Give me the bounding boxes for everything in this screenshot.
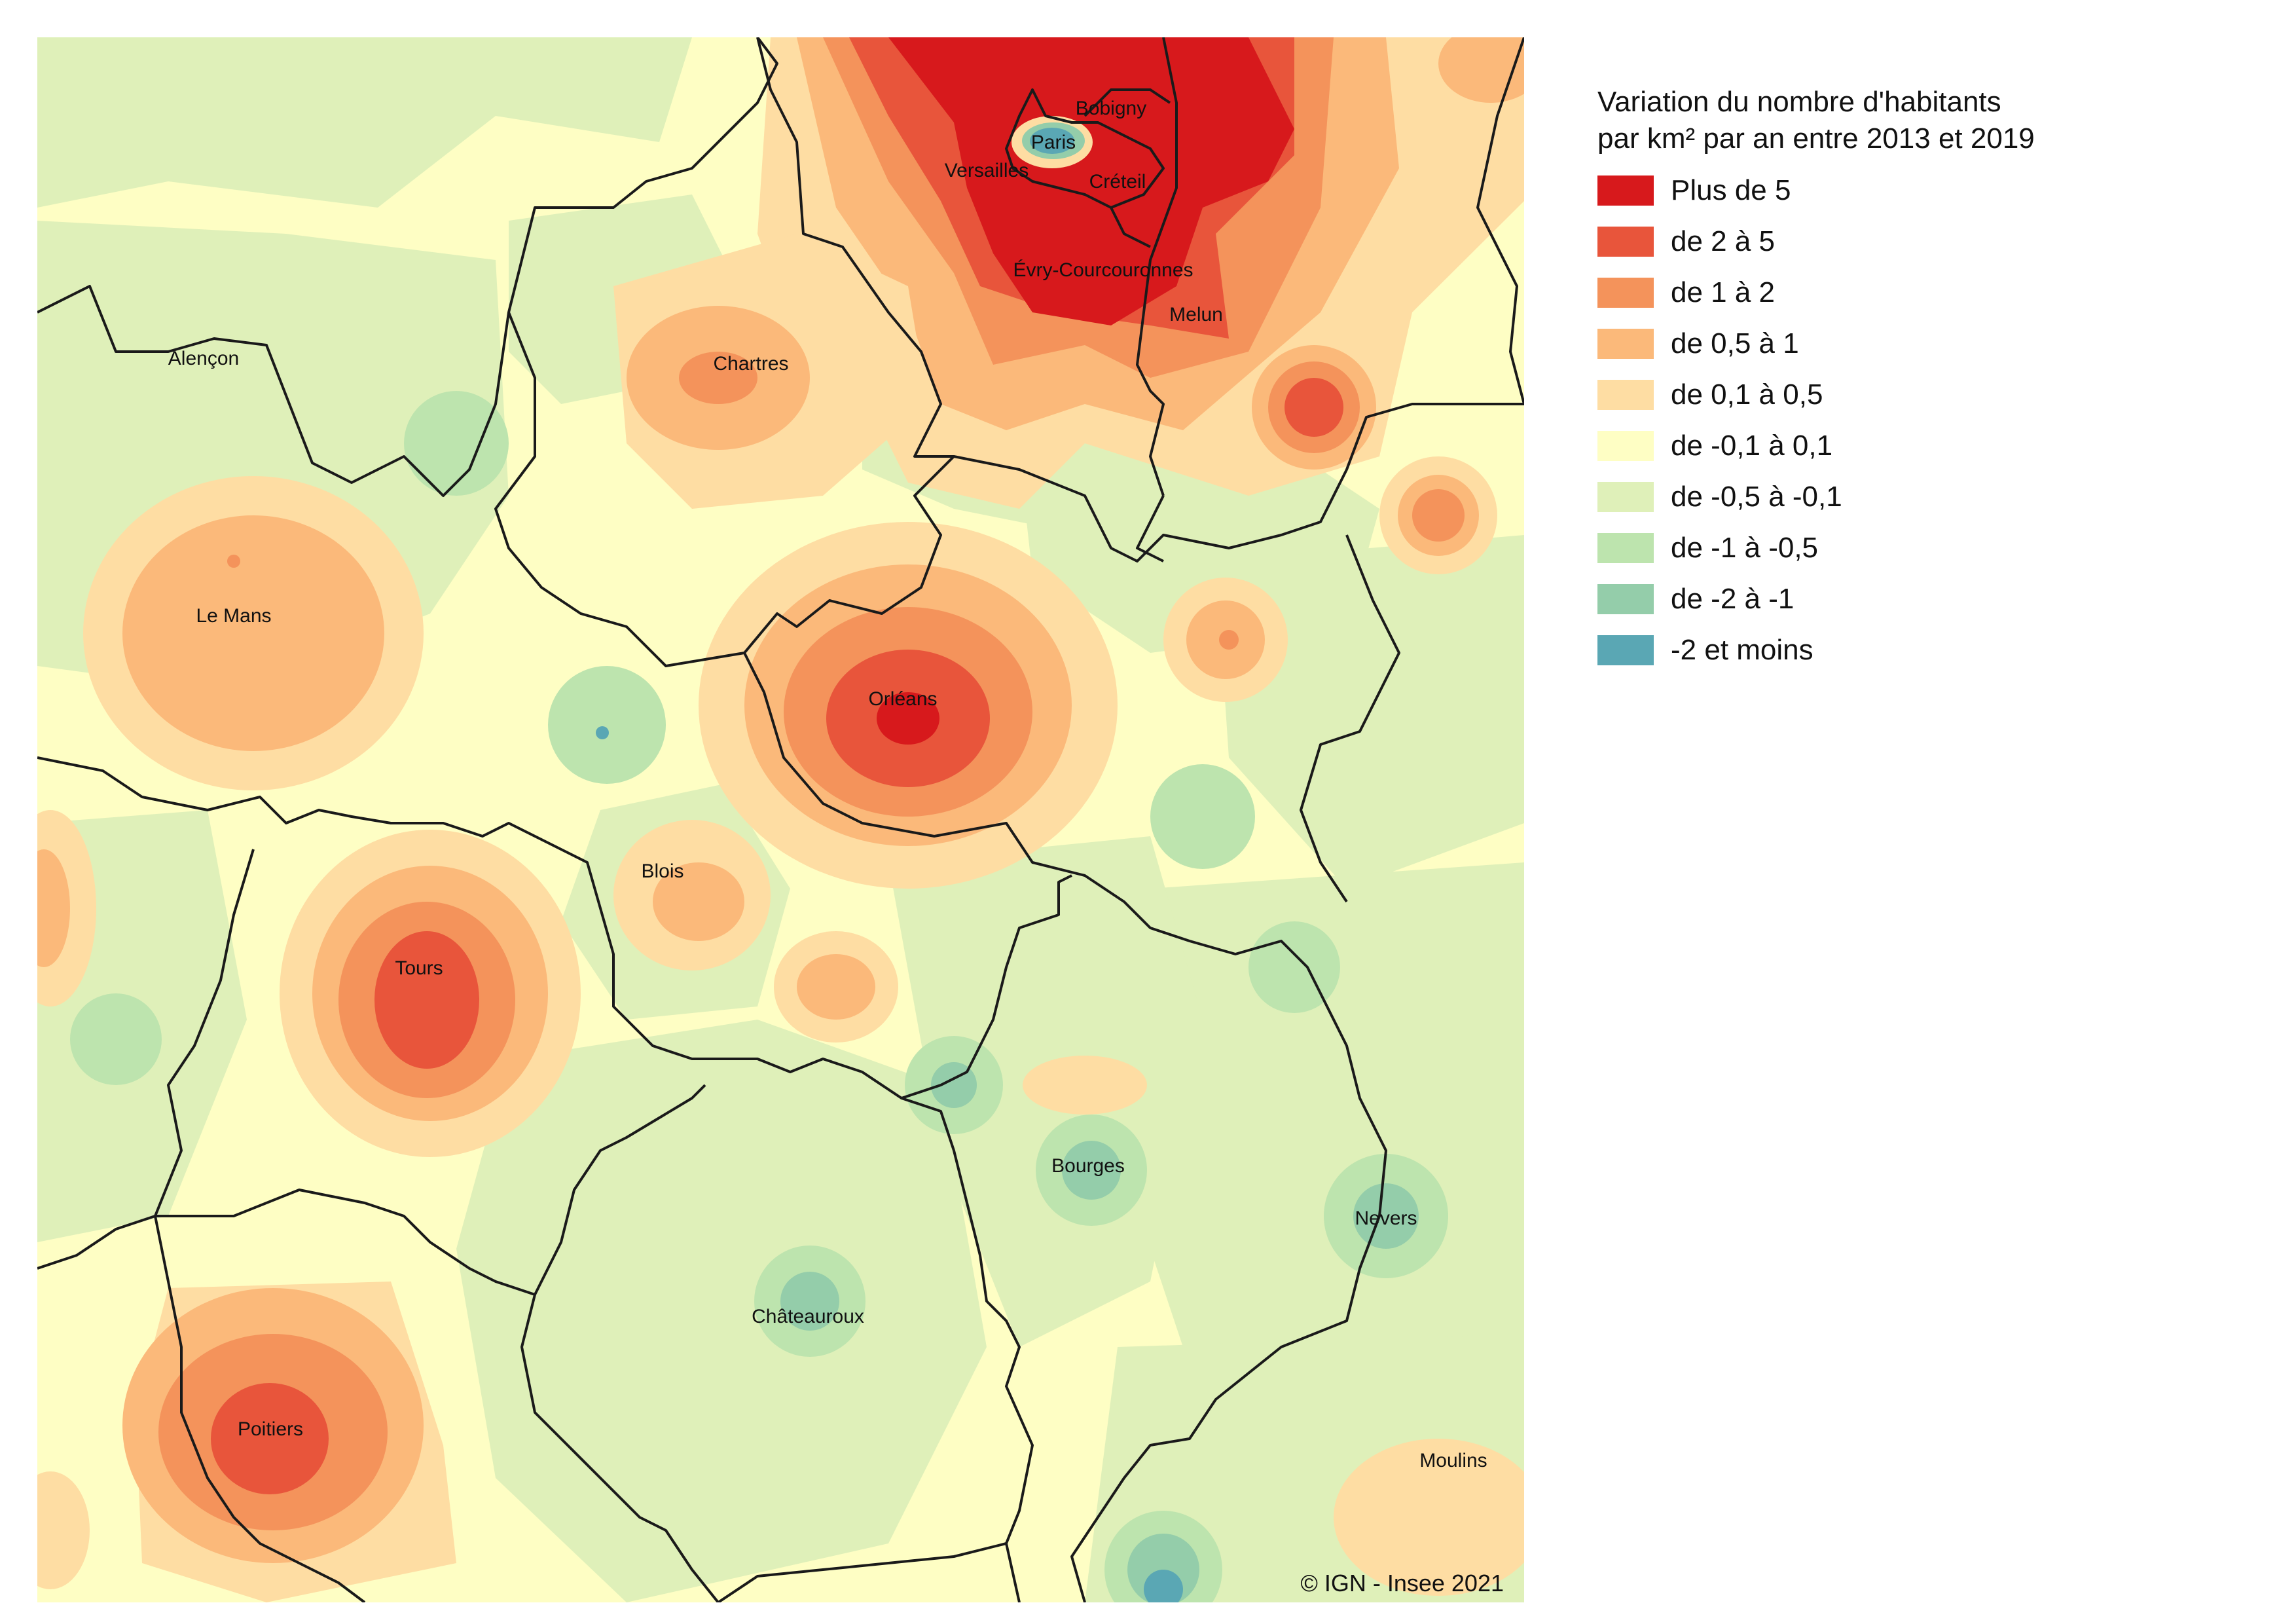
legend-swatch — [1597, 175, 1654, 206]
legend-item: de -1 à -0,5 — [1597, 523, 2252, 574]
legend-item: de 0,1 à 0,5 — [1597, 369, 2252, 420]
zones-paris-hotspot — [757, 37, 1524, 574]
zones-east-hotspot — [1163, 578, 1288, 702]
city-label-chartres: Chartres — [713, 353, 788, 375]
legend-title: Variation du nombre d'habitants par km² … — [1597, 84, 2252, 157]
legend-label: de -0,1 à 0,1 — [1671, 430, 1833, 462]
city-label-chateauroux: Châteauroux — [752, 1306, 864, 1327]
zones-blois — [613, 820, 1147, 1115]
zones-chartres — [613, 234, 928, 509]
zones-poitiers — [122, 1282, 456, 1602]
city-label-creteil: Créteil — [1089, 171, 1146, 193]
legend-item: de -0,5 à -0,1 — [1597, 471, 2252, 523]
legend-title-line-1: Variation du nombre d'habitants — [1597, 86, 2001, 118]
legend-label: de -2 à -1 — [1671, 583, 1795, 615]
city-labels: Paris Bobigny Versailles Créteil Évry-Co… — [168, 98, 1487, 1471]
city-label-moulins: Moulins — [1419, 1450, 1487, 1471]
city-label-melun: Melun — [1169, 304, 1223, 325]
legend-swatch — [1597, 635, 1654, 665]
zones-orleans — [699, 522, 1118, 889]
zones-blue — [596, 726, 1183, 1602]
legend-swatch — [1597, 278, 1654, 308]
city-label-paris: Paris — [1031, 132, 1076, 153]
legend-swatch — [1597, 431, 1654, 461]
legend-item: de 2 à 5 — [1597, 216, 2252, 267]
legend-label: de 2 à 5 — [1671, 225, 1776, 257]
city-label-evry: Évry-Courcouronnes — [1013, 259, 1193, 281]
city-label-tours: Tours — [395, 957, 443, 979]
city-label-bobigny: Bobigny — [1076, 98, 1146, 119]
legend-swatch — [1597, 329, 1654, 359]
legend-label: de 1 à 2 — [1671, 276, 1776, 308]
map-legend: Variation du nombre d'habitants par km² … — [1597, 84, 2252, 676]
legend-swatch — [1597, 482, 1654, 512]
map-canvas: Paris Bobigny Versailles Créteil Évry-Co… — [37, 37, 1524, 1602]
zones-tours — [280, 830, 581, 1157]
legend-item: de 1 à 2 — [1597, 267, 2252, 318]
zones-le-mans — [83, 476, 424, 790]
density-change-map[interactable]: Paris Bobigny Versailles Créteil Évry-Co… — [37, 37, 1524, 1602]
legend-swatch — [1597, 533, 1654, 563]
legend-item: de 0,5 à 1 — [1597, 318, 2252, 369]
city-label-versailles: Versailles — [945, 160, 1029, 181]
legend-label: de 0,5 à 1 — [1671, 327, 1799, 360]
city-label-le-mans: Le Mans — [196, 605, 271, 627]
legend-item: de -0,1 à 0,1 — [1597, 420, 2252, 471]
department-boundaries — [37, 37, 1524, 1602]
city-label-bourges: Bourges — [1051, 1155, 1125, 1177]
legend-label: -2 et moins — [1671, 634, 1813, 666]
legend-item: -2 et moins — [1597, 625, 2252, 676]
city-label-blois: Blois — [641, 860, 683, 882]
legend-swatch — [1597, 584, 1654, 614]
legend-items: Plus de 5 de 2 à 5 de 1 à 2 de 0,5 à 1 de 0,… — [1597, 165, 2252, 676]
city-label-poitiers: Poitiers — [238, 1418, 303, 1440]
legend-title-line-2: par km² par an entre 2013 et 2019 — [1597, 122, 2035, 155]
legend-item: de -2 à -1 — [1597, 574, 2252, 625]
legend-label: Plus de 5 — [1671, 174, 1791, 206]
city-label-orleans: Orléans — [868, 688, 937, 710]
city-label-alencon: Alençon — [168, 348, 239, 369]
zones-west-edge — [37, 810, 1524, 1596]
copyright-credit: © IGN - Insee 2021 — [1300, 1570, 1504, 1596]
legend-swatch — [1597, 227, 1654, 257]
legend-item: Plus de 5 — [1597, 165, 2252, 216]
city-label-nevers: Nevers — [1355, 1208, 1417, 1229]
legend-label: de 0,1 à 0,5 — [1671, 378, 1823, 411]
legend-label: de -1 à -0,5 — [1671, 532, 1819, 564]
legend-label: de -0,5 à -0,1 — [1671, 481, 1842, 513]
legend-swatch — [1597, 380, 1654, 410]
